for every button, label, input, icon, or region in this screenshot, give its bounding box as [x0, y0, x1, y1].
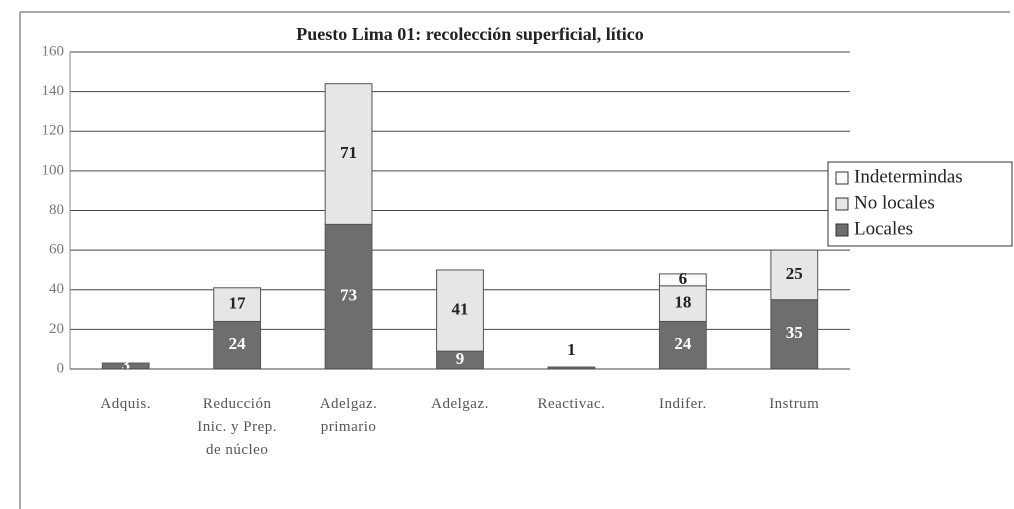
bar-segment [770, 299, 819, 370]
legend-label: Locales [854, 218, 913, 239]
legend-swatch [835, 223, 849, 237]
data-label: 24 [229, 334, 247, 353]
data-label: 24 [674, 334, 692, 353]
y-tick-label: 0 [57, 360, 65, 376]
data-label: 17 [229, 294, 247, 313]
x-tick-label: Instrum [769, 396, 820, 412]
legend-swatch [835, 171, 849, 185]
x-tick-label: Reducción Inic. y Prep. de núcleo [197, 396, 278, 458]
bar-segment [658, 320, 707, 370]
chart-title: Puesto Lima 01: recolección superficial,… [296, 24, 644, 44]
y-tick-label: 120 [42, 123, 65, 139]
legend-label: Indetermindas [854, 166, 963, 187]
bar-segment [213, 287, 262, 322]
data-label: 6 [679, 269, 688, 288]
data-label: 73 [340, 286, 357, 305]
bar-segment [324, 83, 373, 225]
x-tick-label: Adelgaz. [431, 396, 489, 412]
y-tick-label: 160 [42, 43, 65, 59]
legend-swatch [835, 197, 849, 211]
y-tick-label: 100 [42, 162, 65, 178]
bar-segment [658, 285, 707, 322]
y-tick-label: 140 [42, 83, 65, 99]
legend-box [827, 161, 1013, 247]
legend-label: No locales [854, 192, 935, 213]
x-tick-label: Adelgaz. primario [319, 396, 378, 435]
y-tick-label: 20 [49, 321, 64, 337]
y-tick-label: 60 [49, 242, 64, 258]
y-tick-label: 40 [49, 281, 64, 297]
data-label: 41 [452, 299, 469, 318]
bar-segment [436, 269, 484, 352]
bar-segment [770, 249, 819, 301]
x-tick-label: Reactivac. [537, 396, 606, 412]
data-label: 18 [674, 293, 691, 312]
data-label: 25 [786, 264, 803, 283]
data-label: 9 [456, 349, 465, 368]
data-label: 3 [121, 355, 130, 374]
bar-segment [658, 273, 707, 287]
y-tick-label: 80 [49, 202, 64, 218]
data-label: 71 [340, 143, 357, 162]
x-tick-label: Adquis. [100, 396, 151, 412]
x-tick-label: Indifer. [658, 396, 707, 412]
data-label: 1 [567, 340, 576, 359]
data-label: 35 [786, 323, 803, 342]
